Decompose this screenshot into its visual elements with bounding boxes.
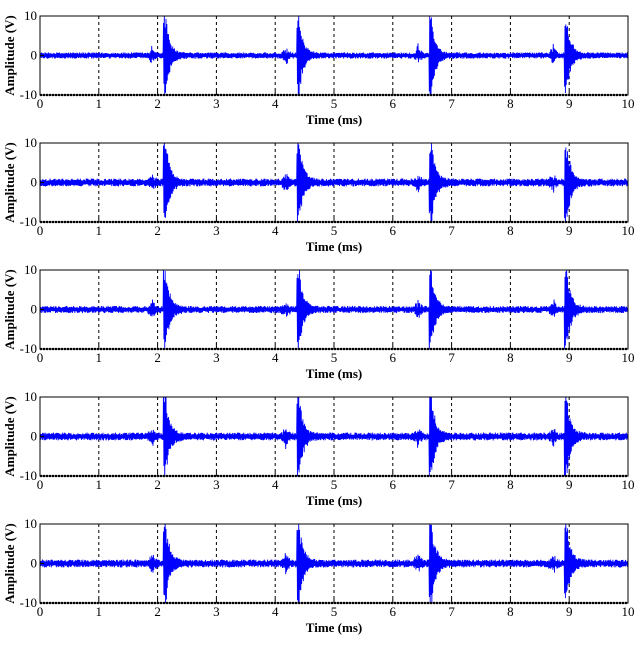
chart-4-xtick-label-4: 4 xyxy=(272,477,279,492)
chart-1-ytick-label-1: 0 xyxy=(31,48,38,63)
chart-4-xtick-label-1: 1 xyxy=(96,477,103,492)
chart-3-ytick-label-1: 0 xyxy=(31,302,38,317)
chart-4-xtick-label-5: 5 xyxy=(331,477,338,492)
chart-1-xtick-label-2: 2 xyxy=(154,96,161,111)
chart-2-ytick-label-2: -10 xyxy=(20,214,37,229)
chart-2-xtick-label-3: 3 xyxy=(213,223,220,238)
chart-1-ytick-label-2: -10 xyxy=(20,87,37,102)
chart-2-xtick-label-0: 0 xyxy=(37,223,44,238)
chart-3-ylabel: Amplitude (V) xyxy=(2,269,17,350)
chart-3-xtick-label-2: 2 xyxy=(154,350,161,365)
chart-2-xtick-label-6: 6 xyxy=(390,223,397,238)
chart-4-ytick-label-0: 10 xyxy=(24,389,37,404)
chart-1-xtick-label-9: 9 xyxy=(566,96,573,111)
chart-4-xtick-label-0: 0 xyxy=(37,477,44,492)
chart-4-xlabel: Time (ms) xyxy=(306,493,362,508)
chart-5-xtick-label-8: 8 xyxy=(507,604,514,619)
chart-1-xtick-label-4: 4 xyxy=(272,96,279,111)
chart-2-xtick-label-10: 10 xyxy=(622,223,635,238)
chart-4-ylabel: Amplitude (V) xyxy=(2,396,17,477)
chart-5-waveform-series xyxy=(40,524,628,603)
chart-1-xtick-label-0: 0 xyxy=(37,96,44,111)
chart-4-xtick-label-9: 9 xyxy=(566,477,573,492)
chart-3-xtick-label-7: 7 xyxy=(448,350,455,365)
chart-5-ytick-label-2: -10 xyxy=(20,595,37,610)
chart-3-xtick-label-0: 0 xyxy=(37,350,44,365)
chart-1-xtick-label-5: 5 xyxy=(331,96,338,111)
chart-4-xtick-label-7: 7 xyxy=(448,477,455,492)
chart-3-xtick-label-4: 4 xyxy=(272,350,279,365)
chart-1-ylabel: Amplitude (V) xyxy=(2,15,17,96)
chart-4-xtick-label-10: 10 xyxy=(622,477,635,492)
chart-5-xtick-label-7: 7 xyxy=(448,604,455,619)
chart-2-xtick-label-7: 7 xyxy=(448,223,455,238)
chart-3-xtick-label-10: 10 xyxy=(622,350,635,365)
chart-3-xlabel: Time (ms) xyxy=(306,366,362,381)
chart-1-xtick-label-6: 6 xyxy=(390,96,397,111)
chart-5-xtick-label-9: 9 xyxy=(566,604,573,619)
chart-5-xlabel: Time (ms) xyxy=(306,620,362,635)
chart-3-xtick-label-6: 6 xyxy=(390,350,397,365)
chart-2-ytick-label-0: 10 xyxy=(24,135,37,150)
chart-5-ytick-label-0: 10 xyxy=(24,516,37,531)
chart-2-xlabel: Time (ms) xyxy=(306,239,362,254)
chart-2-xtick-label-9: 9 xyxy=(566,223,573,238)
chart-2-xtick-label-2: 2 xyxy=(154,223,161,238)
chart-3-xtick-label-3: 3 xyxy=(213,350,220,365)
chart-2-xtick-label-8: 8 xyxy=(507,223,514,238)
chart-1-waveform-series xyxy=(40,16,628,95)
chart-4-ytick-label-1: 0 xyxy=(31,429,38,444)
chart-3-waveform-series xyxy=(40,270,628,349)
chart-5-xtick-label-1: 1 xyxy=(96,604,103,619)
chart-2-ytick-label-1: 0 xyxy=(31,175,38,190)
chart-2-waveform-series xyxy=(40,143,628,222)
chart-5-ylabel: Amplitude (V) xyxy=(2,523,17,604)
chart-2-xtick-label-1: 1 xyxy=(96,223,103,238)
chart-3-ytick-label-2: -10 xyxy=(20,341,37,356)
chart-4-xtick-label-6: 6 xyxy=(390,477,397,492)
chart-4-ytick-label-2: -10 xyxy=(20,468,37,483)
chart-1-xtick-label-10: 10 xyxy=(622,96,635,111)
chart-1-xtick-label-8: 8 xyxy=(507,96,514,111)
chart-2-xtick-label-4: 4 xyxy=(272,223,279,238)
chart-1-xtick-label-3: 3 xyxy=(213,96,220,111)
chart-1-xtick-label-1: 1 xyxy=(96,96,103,111)
chart-1-ytick-label-0: 10 xyxy=(24,8,37,23)
chart-5-xtick-label-3: 3 xyxy=(213,604,220,619)
chart-1-xtick-label-7: 7 xyxy=(448,96,455,111)
chart-5-xtick-label-0: 0 xyxy=(37,604,44,619)
chart-3-xtick-label-9: 9 xyxy=(566,350,573,365)
chart-3-xtick-label-8: 8 xyxy=(507,350,514,365)
chart-3-xtick-label-1: 1 xyxy=(96,350,103,365)
chart-5-xtick-label-6: 6 xyxy=(390,604,397,619)
chart-5-xtick-label-5: 5 xyxy=(331,604,338,619)
chart-2-xtick-label-5: 5 xyxy=(331,223,338,238)
chart-5-xtick-label-4: 4 xyxy=(272,604,279,619)
chart-4-xtick-label-3: 3 xyxy=(213,477,220,492)
chart-3-xtick-label-5: 5 xyxy=(331,350,338,365)
chart-4-xtick-label-2: 2 xyxy=(154,477,161,492)
chart-4-waveform-series xyxy=(40,397,628,476)
chart-5-ytick-label-1: 0 xyxy=(31,556,38,571)
chart-3-ytick-label-0: 10 xyxy=(24,262,37,277)
chart-5-xtick-label-10: 10 xyxy=(622,604,635,619)
chart-4-xtick-label-8: 8 xyxy=(507,477,514,492)
chart-1-xlabel: Time (ms) xyxy=(306,112,362,127)
chart-2-ylabel: Amplitude (V) xyxy=(2,142,17,223)
chart-5-xtick-label-2: 2 xyxy=(154,604,161,619)
